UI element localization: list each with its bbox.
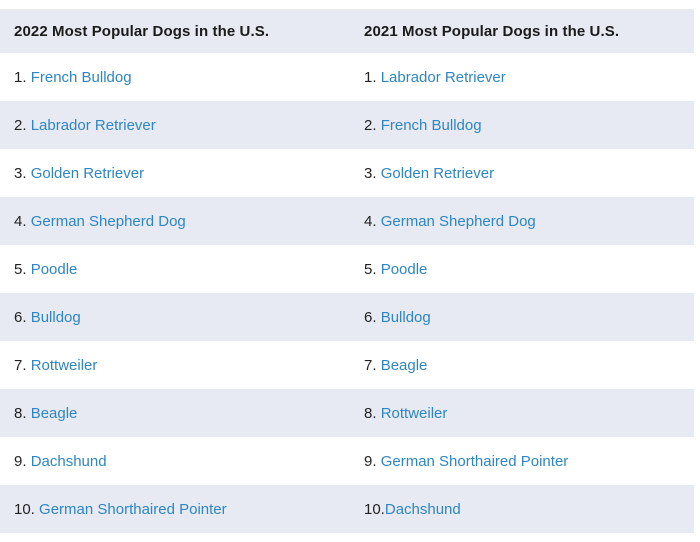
breed-link[interactable]: Golden Retriever [30, 164, 145, 182]
rank-number: 6. [14, 308, 31, 326]
rank-number: 7. [14, 356, 31, 374]
rank-number: 4. [14, 212, 31, 230]
table-row: 3. Golden Retriever 3. Golden Retriever [0, 149, 694, 197]
rank-item: 5. Poodle [14, 261, 77, 278]
rank-cell-2021: 7. Beagle [347, 341, 694, 389]
breed-link[interactable]: Poodle [30, 260, 78, 278]
rank-item: 1. French Bulldog [14, 69, 132, 86]
rank-cell-2021: 6. Bulldog [347, 293, 694, 341]
rank-number: 8. [364, 404, 381, 422]
rank-cell-2022: 4. German Shepherd Dog [0, 197, 347, 245]
rank-item: 6. Bulldog [14, 309, 81, 326]
breed-link[interactable]: Rottweiler [380, 404, 448, 422]
header-cell-2021: 2021 Most Popular Dogs in the U.S. [347, 9, 694, 53]
rank-number: 8. [14, 404, 31, 422]
table-row: 2. Labrador Retriever 2. French Bulldog [0, 101, 694, 149]
rank-cell-2021: 2. French Bulldog [347, 101, 694, 149]
rank-item: 8. Beagle [14, 405, 77, 422]
rank-cell-2021: 5. Poodle [347, 245, 694, 293]
rank-cell-2022: 8. Beagle [0, 389, 347, 437]
rank-number: 10. [14, 500, 40, 518]
rank-cell-2021: 1. Labrador Retriever [347, 53, 694, 101]
rank-item: 3. Golden Retriever [14, 165, 144, 182]
rank-number: 2. [364, 116, 381, 134]
breed-link[interactable]: Rottweiler [30, 356, 98, 374]
breed-link[interactable]: Beagle [380, 356, 428, 374]
rank-number: 4. [364, 212, 381, 230]
rank-item: 7. Rottweiler [14, 357, 97, 374]
rank-number: 3. [364, 164, 381, 182]
rank-item: 3. Golden Retriever [364, 165, 494, 182]
rank-cell-2021: 3. Golden Retriever [347, 149, 694, 197]
breed-link[interactable]: German Shepherd Dog [380, 212, 536, 230]
breed-link[interactable]: Beagle [30, 404, 78, 422]
breed-link[interactable]: Bulldog [380, 308, 431, 326]
rank-item: 4. German Shepherd Dog [14, 213, 186, 230]
breed-link[interactable]: French Bulldog [380, 116, 482, 134]
rank-cell-2022: 3. Golden Retriever [0, 149, 347, 197]
column-title-2022: 2022 Most Popular Dogs in the U.S. [14, 22, 270, 40]
rank-item: 10.Dachshund [364, 501, 461, 518]
rank-number: 1. [14, 68, 31, 86]
rank-number: 9. [364, 452, 381, 470]
rank-item: 8. Rottweiler [364, 405, 447, 422]
table-row: 8. Beagle 8. Rottweiler [0, 389, 694, 437]
breed-link[interactable]: Bulldog [30, 308, 81, 326]
rank-cell-2022: 6. Bulldog [0, 293, 347, 341]
rank-cell-2022: 7. Rottweiler [0, 341, 347, 389]
table-row: 4. German Shepherd Dog 4. German Shepher… [0, 197, 694, 245]
breed-link[interactable]: Poodle [380, 260, 428, 278]
breed-link[interactable]: Golden Retriever [380, 164, 495, 182]
rank-cell-2022: 5. Poodle [0, 245, 347, 293]
rank-item: 2. Labrador Retriever [14, 117, 156, 134]
table-row: 10. German Shorthaired Pointer 10.Dachsh… [0, 485, 694, 533]
rank-item: 7. Beagle [364, 357, 427, 374]
rank-number: 1. [364, 68, 381, 86]
table-row: 7. Rottweiler 7. Beagle [0, 341, 694, 389]
rank-number: 3. [14, 164, 31, 182]
rank-cell-2022: 2. Labrador Retriever [0, 101, 347, 149]
table-row: 6. Bulldog 6. Bulldog [0, 293, 694, 341]
rank-item: 2. French Bulldog [364, 117, 482, 134]
rank-item: 5. Poodle [364, 261, 427, 278]
rank-cell-2021: 8. Rottweiler [347, 389, 694, 437]
rank-cell-2022: 10. German Shorthaired Pointer [0, 485, 347, 533]
dog-popularity-table: 2022 Most Popular Dogs in the U.S. 2021 … [0, 9, 694, 533]
rank-number: 5. [14, 260, 31, 278]
rank-item: 9. German Shorthaired Pointer [364, 453, 568, 470]
rank-number: 10. [364, 500, 385, 518]
rank-cell-2022: 1. French Bulldog [0, 53, 347, 101]
breed-link[interactable]: German Shepherd Dog [30, 212, 186, 230]
breed-link[interactable]: German Shorthaired Pointer [39, 500, 227, 518]
rank-item: 10. German Shorthaired Pointer [14, 501, 227, 518]
rank-number: 9. [14, 452, 31, 470]
table-header-row: 2022 Most Popular Dogs in the U.S. 2021 … [0, 9, 694, 53]
rank-item: 1. Labrador Retriever [364, 69, 506, 86]
rank-number: 6. [364, 308, 381, 326]
rank-cell-2021: 4. German Shepherd Dog [347, 197, 694, 245]
breed-link[interactable]: Dachshund [384, 500, 461, 518]
rank-number: 7. [364, 356, 381, 374]
column-title-2021: 2021 Most Popular Dogs in the U.S. [364, 22, 620, 40]
breed-link[interactable]: Dachshund [30, 452, 107, 470]
rank-cell-2022: 9. Dachshund [0, 437, 347, 485]
rank-item: 4. German Shepherd Dog [364, 213, 536, 230]
rank-number: 5. [364, 260, 381, 278]
breed-link[interactable]: Labrador Retriever [30, 116, 156, 134]
rank-cell-2021: 9. German Shorthaired Pointer [347, 437, 694, 485]
breed-link[interactable]: French Bulldog [30, 68, 132, 86]
rank-item: 9. Dachshund [14, 453, 107, 470]
breed-link[interactable]: Labrador Retriever [380, 68, 506, 86]
header-cell-2022: 2022 Most Popular Dogs in the U.S. [0, 9, 347, 53]
table-row: 1. French Bulldog 1. Labrador Retriever [0, 53, 694, 101]
table-row: 9. Dachshund 9. German Shorthaired Point… [0, 437, 694, 485]
rank-item: 6. Bulldog [364, 309, 431, 326]
table-row: 5. Poodle 5. Poodle [0, 245, 694, 293]
rank-cell-2021: 10.Dachshund [347, 485, 694, 533]
rank-number: 2. [14, 116, 31, 134]
breed-link[interactable]: German Shorthaired Pointer [380, 452, 569, 470]
